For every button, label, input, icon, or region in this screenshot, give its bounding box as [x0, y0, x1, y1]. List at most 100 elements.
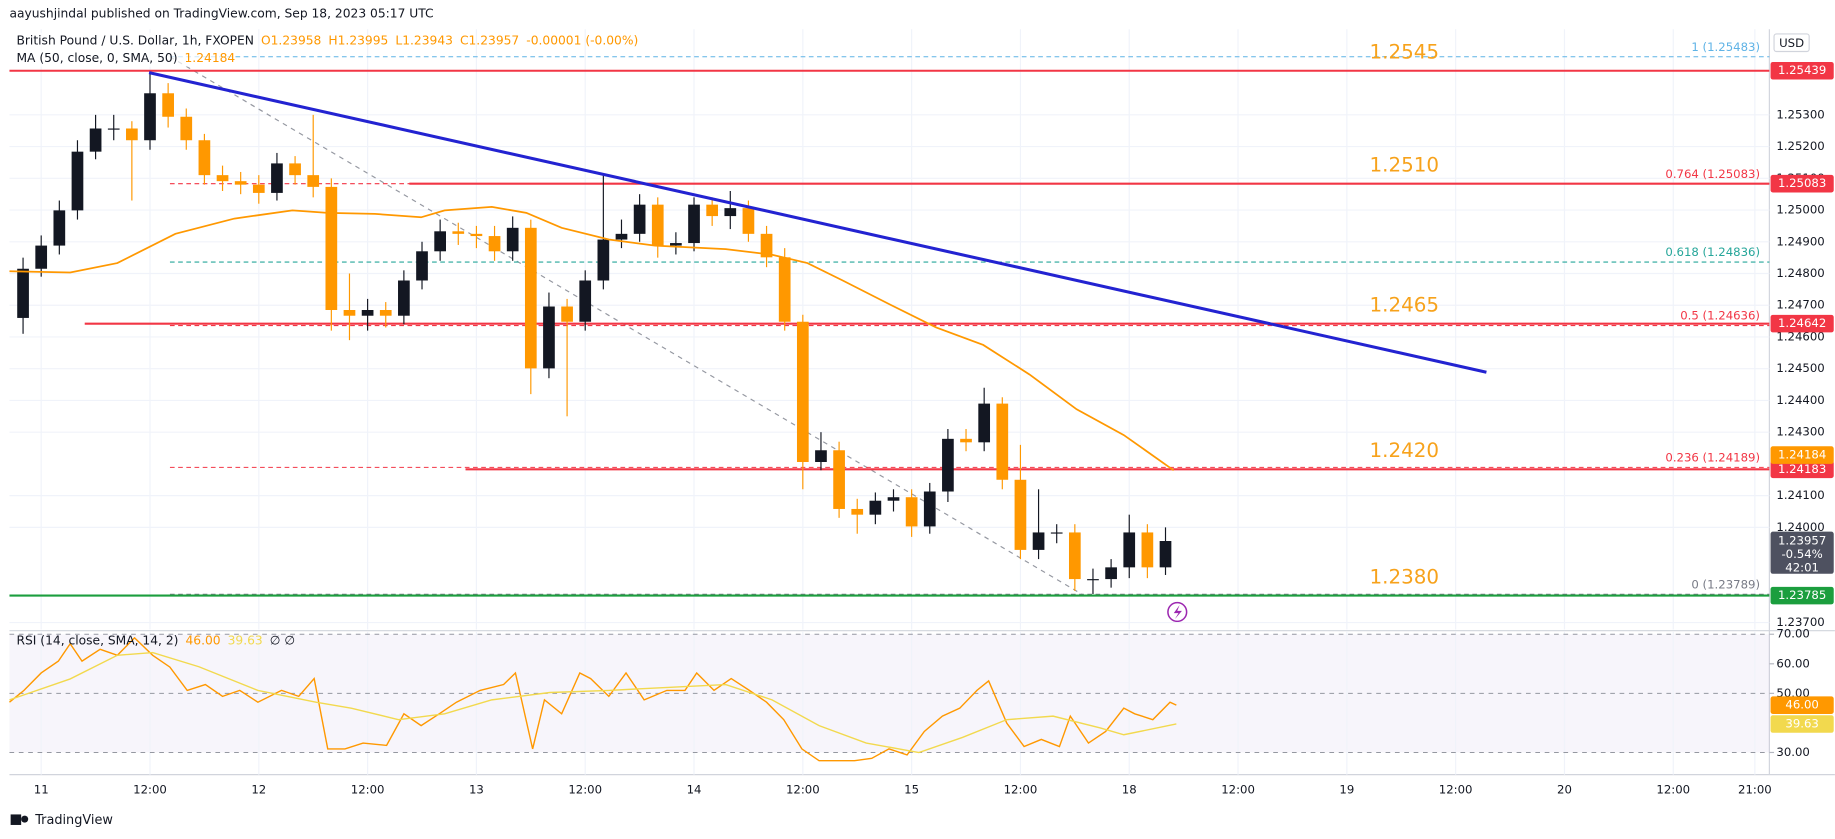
level-axis-box — [1770, 460, 1834, 479]
rsi-tick-label: 60.00 — [1776, 656, 1809, 670]
candle-body — [1087, 579, 1099, 581]
x-tick-label: 12:00 — [133, 782, 167, 796]
bolt-icon — [1167, 601, 1188, 623]
legend-bg — [11, 32, 235, 67]
candle-body — [361, 310, 374, 316]
candle-body — [851, 508, 864, 515]
candle-body — [1068, 532, 1081, 580]
candle-body — [706, 204, 719, 217]
candle-body — [778, 257, 791, 322]
y-tick-label: 1.25300 — [1776, 107, 1824, 121]
ohlc-value: C1.23957 — [460, 33, 519, 47]
x-tick-label: 12 — [251, 782, 266, 796]
x-tick-label: 20 — [1557, 782, 1572, 796]
rsi-legend-value: 39.63 — [228, 634, 263, 648]
fib-label: 0.764 (1.25083) — [1665, 167, 1760, 181]
rsi-legend-extra: ∅ ∅ — [270, 634, 295, 648]
trendline — [148, 71, 1487, 374]
candle-body — [996, 403, 1009, 480]
candle-body — [524, 227, 537, 369]
ohlc-value: -0.00001 (-0.00%) — [526, 33, 638, 47]
candle-body — [597, 239, 610, 281]
candle-body — [651, 204, 664, 246]
candle-body — [234, 181, 247, 185]
y-tick-label: 1.25200 — [1776, 139, 1824, 153]
x-tick-label: 12:00 — [1004, 782, 1038, 796]
rsi-axis-box — [1770, 715, 1834, 733]
x-tick-label: 12:00 — [786, 782, 820, 796]
rsi-legend: RSI (14, close, SMA, 14, 2) — [16, 634, 178, 648]
ohlc-value: L1.23943 — [395, 33, 453, 47]
candle-body — [815, 450, 827, 462]
ma-axis-box-text: 1.24184 — [1778, 448, 1826, 462]
candle-body — [942, 438, 954, 492]
candle-body — [325, 186, 338, 311]
y-tick-label: 1.24600 — [1776, 329, 1824, 343]
level-label: 1.2510 — [1370, 154, 1440, 177]
candle-body — [1014, 479, 1027, 550]
candles — [17, 73, 1172, 595]
candle-body — [1032, 532, 1045, 550]
candle-body — [978, 403, 991, 443]
y-tick-label: 1.23700 — [1776, 615, 1824, 629]
candle-body — [796, 321, 809, 462]
rsi-line — [9, 651, 1177, 754]
candle-body — [470, 233, 483, 237]
level-label: 1.2380 — [1370, 566, 1440, 589]
y-tick-label: 1.24100 — [1776, 488, 1824, 502]
candle-body — [180, 116, 193, 141]
candle-body — [289, 163, 301, 176]
level-axis-box-text: 1.25439 — [1778, 63, 1826, 77]
candle-body — [126, 128, 138, 141]
y-tick-label: 1.24300 — [1776, 425, 1824, 439]
candle-body — [107, 128, 120, 130]
rsi-axis-box — [1770, 696, 1834, 714]
level-label: 1.2420 — [1370, 439, 1440, 462]
currency: USD — [1779, 36, 1804, 50]
x-tick-label: 13 — [469, 782, 484, 796]
x-tick-label: 12:00 — [351, 782, 385, 796]
fib-label: 0 (1.23789) — [1691, 577, 1760, 591]
level-axis-box — [1770, 61, 1834, 80]
candle-body — [1105, 567, 1117, 580]
level-axis-box-text: 1.23785 — [1778, 588, 1826, 602]
level-axis-box-text: 1.24642 — [1778, 316, 1826, 330]
x-tick-label: 19 — [1339, 782, 1354, 796]
candle-body — [271, 163, 283, 193]
candle-body — [688, 204, 700, 244]
x-tick-label: 12:00 — [1656, 782, 1690, 796]
candle-body — [162, 93, 174, 117]
y-tick-label: 1.24500 — [1776, 361, 1824, 375]
fib-label: 0.618 (1.24836) — [1665, 245, 1760, 259]
currency-box — [1773, 33, 1810, 53]
x-tick-label: 12:00 — [1221, 782, 1255, 796]
candle-body — [543, 306, 555, 369]
fib-label: 1 (1.25483) — [1691, 40, 1760, 54]
candle-body — [379, 310, 392, 316]
fib-label: 0.236 (1.24189) — [1665, 451, 1760, 465]
y-tick-label: 1.24900 — [1776, 234, 1824, 248]
candle-body — [579, 280, 592, 322]
candle-body — [53, 210, 66, 246]
candle-body — [887, 497, 900, 501]
rsi-tick-label: 70.00 — [1776, 627, 1809, 641]
level-axis-box — [1770, 586, 1834, 605]
candle-body — [71, 151, 84, 211]
last-price-text: 1.23957 — [1778, 534, 1826, 548]
x-tick-label: 15 — [904, 782, 919, 796]
level-label: 1.2465 — [1370, 294, 1440, 317]
last-price-text: 42:01 — [1785, 560, 1819, 574]
candle-body — [488, 236, 501, 252]
candle-body — [1141, 532, 1154, 568]
x-tick-label: 11 — [34, 782, 49, 796]
candle-body — [905, 497, 918, 527]
level-axis-box-text: 1.25083 — [1778, 176, 1826, 190]
candle-body — [343, 310, 356, 316]
ma-legend: MA (50, close, 0, SMA, 50) — [16, 51, 177, 65]
candle-body — [724, 208, 737, 217]
brand-logo — [10, 814, 29, 825]
candle-body — [89, 128, 102, 152]
candle-body — [742, 208, 755, 234]
candle-body — [398, 280, 410, 316]
